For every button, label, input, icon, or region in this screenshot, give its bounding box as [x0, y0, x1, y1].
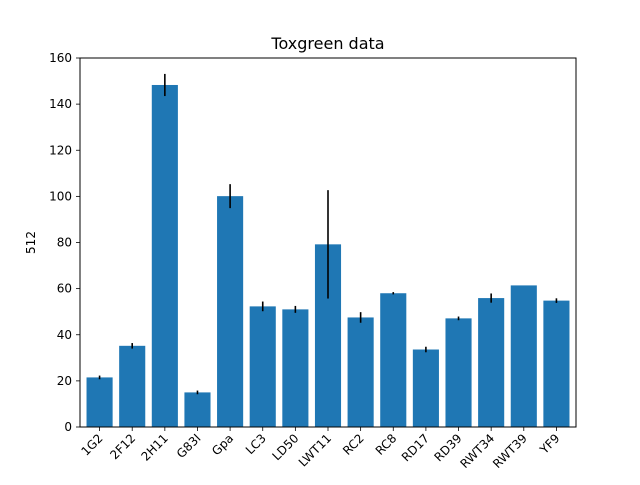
- x-tick-label: YF9: [536, 431, 562, 457]
- x-tick-label: 2H11: [138, 431, 170, 463]
- y-tick-label: 100: [49, 189, 72, 203]
- x-tick-label: 1G2: [78, 431, 105, 458]
- bars-layer: [86, 84, 570, 427]
- bar-LD50: [282, 309, 309, 427]
- x-tick-label: RC2: [340, 431, 367, 458]
- y-tick-label: 60: [57, 282, 72, 296]
- x-tick-label: Gpa: [209, 431, 236, 458]
- y-tick-label: 40: [57, 328, 72, 342]
- bar-RD17: [412, 349, 439, 427]
- bar-2F12: [119, 345, 146, 427]
- bar-LC3: [249, 306, 276, 427]
- bar-RC2: [347, 317, 374, 427]
- bar-G83I: [184, 392, 211, 427]
- bar-YF9: [543, 300, 570, 427]
- bar-RWT39: [510, 285, 537, 427]
- x-tick-label: 2F12: [107, 431, 138, 462]
- bar-RC8: [380, 293, 407, 427]
- bar-Gpa: [217, 196, 244, 427]
- y-tick-label: 140: [49, 97, 72, 111]
- y-tick-label: 80: [57, 236, 72, 250]
- y-tick-label: 20: [57, 374, 72, 388]
- x-tick-label: LWT11: [296, 431, 334, 469]
- bar-1G2: [86, 377, 113, 427]
- x-tick-label: G83I: [174, 431, 204, 461]
- x-tick-label: RD17: [399, 431, 432, 464]
- x-tick-label: LC3: [243, 431, 269, 457]
- x-tick-label: RWT39: [490, 431, 530, 471]
- bar-2H11: [151, 84, 178, 427]
- y-tick-label: 120: [49, 143, 72, 157]
- bar-RD39: [445, 318, 472, 427]
- x-tick-label: RWT34: [457, 431, 497, 471]
- y-axis-label: 512: [24, 231, 38, 254]
- error-bars-layer: [98, 73, 558, 395]
- x-tick-label: RC8: [373, 431, 400, 458]
- bar-RWT34: [478, 298, 505, 427]
- y-axis: 0 20 40 60 80 100 120 140 160: [49, 51, 80, 434]
- chart-title: Toxgreen data: [270, 34, 384, 53]
- y-tick-label: 160: [49, 51, 72, 65]
- y-tick-label: 0: [64, 420, 72, 434]
